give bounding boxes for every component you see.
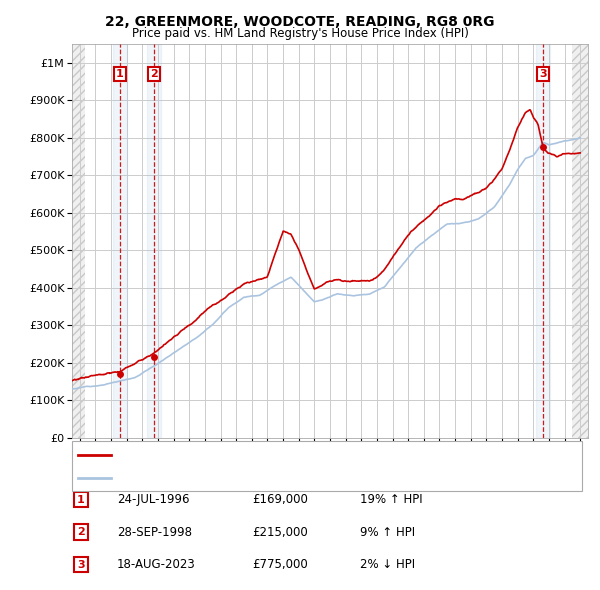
Text: 1: 1 bbox=[77, 494, 85, 504]
Text: 22, GREENMORE, WOODCOTE, READING, RG8 0RG: 22, GREENMORE, WOODCOTE, READING, RG8 0R… bbox=[105, 15, 495, 29]
Text: Price paid vs. HM Land Registry's House Price Index (HPI): Price paid vs. HM Land Registry's House … bbox=[131, 27, 469, 40]
Bar bbox=[536, 44, 550, 438]
Text: 22, GREENMORE, WOODCOTE, READING, RG8 0RG (detached house): 22, GREENMORE, WOODCOTE, READING, RG8 0R… bbox=[117, 450, 476, 460]
Text: 28-SEP-1998: 28-SEP-1998 bbox=[117, 526, 192, 539]
Text: 2: 2 bbox=[150, 69, 158, 79]
Text: 1: 1 bbox=[116, 69, 124, 79]
Text: HPI: Average price, detached house, South Oxfordshire: HPI: Average price, detached house, Sout… bbox=[117, 473, 404, 483]
Text: 3: 3 bbox=[539, 69, 547, 79]
Text: 2% ↓ HPI: 2% ↓ HPI bbox=[360, 558, 415, 571]
Text: 18-AUG-2023: 18-AUG-2023 bbox=[117, 558, 196, 571]
Bar bbox=[572, 44, 588, 438]
Text: £775,000: £775,000 bbox=[252, 558, 308, 571]
Text: £169,000: £169,000 bbox=[252, 493, 308, 506]
Bar bbox=[147, 44, 161, 438]
Text: 9% ↑ HPI: 9% ↑ HPI bbox=[360, 526, 415, 539]
Text: 3: 3 bbox=[77, 559, 85, 569]
Bar bbox=[113, 44, 127, 438]
Bar bbox=[72, 44, 85, 438]
Text: £215,000: £215,000 bbox=[252, 526, 308, 539]
Text: 24-JUL-1996: 24-JUL-1996 bbox=[117, 493, 190, 506]
Text: 19% ↑ HPI: 19% ↑ HPI bbox=[360, 493, 422, 506]
Text: 2: 2 bbox=[77, 527, 85, 537]
